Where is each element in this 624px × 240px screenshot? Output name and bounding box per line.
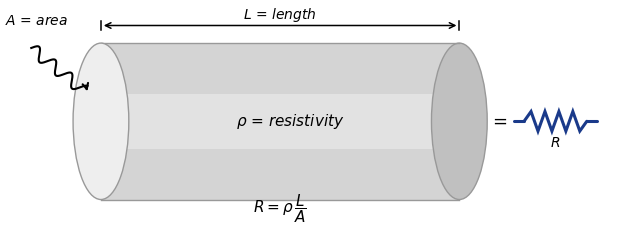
Bar — [101, 94, 459, 149]
Text: $R = \rho\,\dfrac{L}{A}$: $R = \rho\,\dfrac{L}{A}$ — [253, 192, 307, 225]
Text: =: = — [492, 112, 507, 130]
Text: $\rho$ = resistivity: $\rho$ = resistivity — [236, 112, 344, 131]
Bar — [101, 43, 459, 199]
Ellipse shape — [431, 43, 487, 199]
Text: $L$ = length: $L$ = length — [243, 6, 317, 24]
Ellipse shape — [73, 43, 129, 199]
Text: $R$: $R$ — [550, 136, 560, 150]
Text: $A$ = area: $A$ = area — [6, 14, 69, 28]
